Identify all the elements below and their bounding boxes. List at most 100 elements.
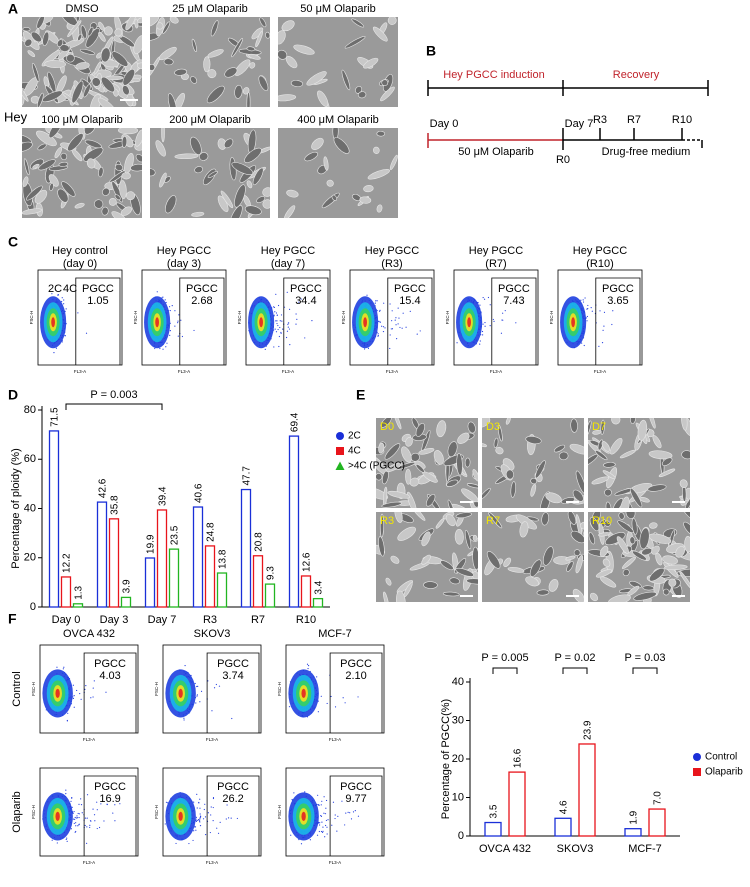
flow-dot (288, 308, 291, 310)
flow-dot (502, 312, 504, 314)
cell (357, 91, 367, 99)
flow-dot (304, 791, 306, 793)
cell (137, 62, 142, 69)
flow-density (178, 811, 183, 822)
flow-dot (357, 815, 360, 817)
cell (284, 205, 296, 218)
bar (96, 501, 108, 608)
flow-dot (347, 811, 349, 814)
cell (135, 129, 142, 147)
cell (234, 184, 246, 208)
cell (199, 152, 209, 161)
flow-dot (200, 690, 203, 692)
cell (604, 520, 611, 527)
flow-dot (323, 812, 325, 814)
cell (482, 442, 487, 448)
cell (409, 477, 420, 487)
flow-dot (382, 330, 385, 333)
micrograph (482, 418, 584, 508)
cell (22, 82, 29, 102)
flow-dot (204, 803, 206, 805)
flow-dot (381, 325, 383, 327)
cell (248, 53, 261, 60)
y-tick-label: 20 (452, 753, 464, 765)
cell (548, 579, 559, 592)
cell (278, 30, 286, 45)
flow-dot (72, 684, 74, 686)
cell (102, 187, 110, 196)
cell (614, 487, 635, 496)
cell (611, 418, 621, 425)
cell (363, 185, 374, 193)
flow-dot (73, 694, 75, 697)
cell (433, 450, 444, 465)
cell (158, 46, 177, 61)
flow-dot (177, 335, 179, 337)
cell (22, 27, 31, 32)
flow-dot (389, 303, 391, 305)
cell (436, 420, 447, 438)
cell (120, 206, 133, 216)
cell (668, 578, 677, 587)
cell (93, 199, 104, 209)
flow-dot (51, 839, 53, 841)
flow-dot (197, 818, 200, 821)
cell (74, 202, 85, 209)
flow-dot (352, 811, 355, 813)
flow-dot (278, 345, 280, 348)
cell (91, 77, 101, 87)
cell (390, 555, 400, 564)
flow-dot (324, 813, 327, 815)
flow-dot (199, 798, 201, 800)
flow-dot (603, 325, 605, 327)
flow-dot (217, 832, 220, 834)
flow-dot (81, 812, 83, 814)
flow-dot (183, 717, 185, 719)
cell (456, 453, 463, 476)
flow-dot (84, 688, 86, 690)
flow-dot (96, 809, 98, 811)
flow-dot (325, 807, 327, 809)
cell (378, 536, 385, 557)
cell (49, 182, 54, 192)
gate (283, 277, 329, 365)
cell-line-label: Hey (4, 109, 28, 124)
cell (231, 38, 244, 58)
flow-dot (66, 840, 68, 843)
flow-y-axis: FSC-H (154, 805, 159, 819)
flow-dot (200, 815, 202, 817)
flow-dot (63, 666, 65, 668)
flow-dot (65, 308, 67, 310)
flow-dot (580, 299, 582, 301)
flow-dot (334, 814, 336, 816)
flow-dot (394, 319, 396, 321)
flow-dot (199, 819, 201, 821)
flow-dot (165, 801, 168, 803)
flow-dot (395, 317, 397, 319)
gate-value: 3.74 (222, 670, 243, 682)
bar (484, 821, 502, 837)
flow-dot (304, 337, 306, 339)
value-label: 24.8 (206, 522, 217, 542)
cell (376, 204, 383, 213)
cell (34, 189, 48, 204)
value-label: 1.3 (74, 585, 85, 599)
flow-dot (278, 335, 280, 338)
flow-dot (177, 320, 179, 322)
cell (48, 174, 59, 187)
cell (393, 418, 402, 430)
flow-dot (409, 310, 411, 312)
flow-dot (72, 697, 74, 700)
condition-label: 100 μM Olaparib (41, 114, 123, 126)
gate-label: PGCC (186, 283, 218, 295)
flow-x-axis: FL3-A (329, 860, 341, 865)
cell (658, 468, 676, 478)
flow-dot (196, 694, 198, 696)
flow-dot (612, 310, 614, 312)
gate-label: PGCC (217, 658, 249, 670)
flow-dot (71, 797, 73, 799)
cell-line-title: SKOV3 (194, 628, 231, 640)
significance-label: P = 0.003 (90, 389, 137, 401)
cell (372, 26, 388, 42)
flow-dot (377, 335, 379, 337)
